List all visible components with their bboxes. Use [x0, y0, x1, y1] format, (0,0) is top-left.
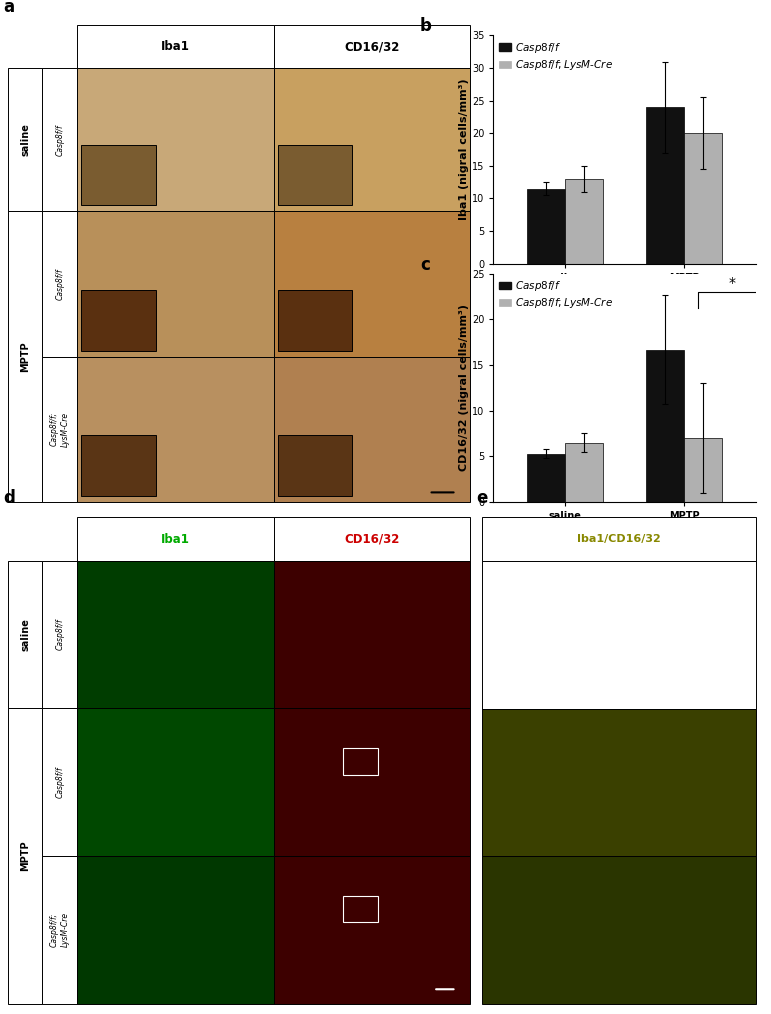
Text: CD16/32: CD16/32 — [345, 532, 399, 546]
Bar — [42, 709, 77, 856]
Text: Iba1: Iba1 — [161, 41, 190, 54]
Bar — [482, 856, 756, 1004]
Text: saline: saline — [20, 619, 30, 651]
Text: MPTP: MPTP — [20, 342, 30, 372]
Bar — [278, 435, 352, 496]
Bar — [274, 68, 470, 211]
Text: Casp8f/f;
LysM-Cre: Casp8f/f; LysM-Cre — [50, 412, 69, 447]
Bar — [274, 709, 470, 856]
Bar — [342, 748, 378, 775]
Text: Casp8f/f: Casp8f/f — [56, 124, 64, 155]
Bar — [81, 290, 156, 351]
Bar — [8, 68, 42, 211]
Bar — [8, 561, 42, 709]
Text: Iba1: Iba1 — [161, 532, 190, 546]
Bar — [81, 435, 156, 496]
Text: Casp8f/f: Casp8f/f — [56, 767, 64, 798]
Bar — [274, 357, 470, 502]
Text: *: * — [729, 276, 736, 290]
Bar — [77, 709, 274, 856]
Text: a: a — [3, 0, 14, 16]
Text: saline: saline — [20, 124, 30, 156]
Bar — [482, 561, 756, 709]
Bar — [274, 561, 470, 709]
Text: d: d — [3, 490, 15, 507]
Text: Casp8f/f: Casp8f/f — [56, 619, 64, 651]
Bar — [342, 895, 378, 923]
Y-axis label: CD16/32 (nigral cells/mm³): CD16/32 (nigral cells/mm³) — [460, 304, 469, 472]
Bar — [77, 357, 274, 502]
Text: c: c — [420, 256, 430, 274]
Bar — [527, 189, 565, 264]
Bar — [81, 145, 156, 206]
Bar — [274, 25, 470, 68]
Bar — [482, 517, 756, 561]
Bar — [278, 145, 352, 206]
Bar — [42, 68, 77, 211]
Bar — [684, 438, 722, 502]
Bar — [565, 442, 603, 502]
Text: e: e — [476, 490, 488, 507]
Bar — [274, 211, 470, 357]
Bar — [77, 856, 274, 1004]
Text: b: b — [420, 17, 432, 35]
Bar — [8, 211, 42, 502]
Bar — [77, 68, 274, 211]
Text: Casp8f/f;
LysM-Cre: Casp8f/f; LysM-Cre — [50, 913, 69, 947]
Bar — [8, 709, 42, 1004]
Text: MPTP: MPTP — [20, 841, 30, 871]
Bar — [565, 178, 603, 264]
Y-axis label: Iba1 (nigral cells/mm³): Iba1 (nigral cells/mm³) — [460, 79, 469, 220]
Bar — [527, 453, 565, 502]
Bar — [77, 561, 274, 709]
Bar — [42, 856, 77, 1004]
Bar — [77, 25, 274, 68]
Bar — [42, 561, 77, 709]
Bar — [274, 517, 470, 561]
Bar — [274, 856, 470, 1004]
Text: Iba1/CD16/32: Iba1/CD16/32 — [577, 534, 661, 545]
Bar — [278, 290, 352, 351]
Text: Casp8f/f: Casp8f/f — [56, 268, 64, 300]
Bar — [42, 357, 77, 502]
Legend: $\it{Casp8f/f}$, $\it{Casp8f/f; LysM}$-$\it{Cre}$: $\it{Casp8f/f}$, $\it{Casp8f/f; LysM}$-$… — [499, 41, 613, 72]
Bar — [646, 350, 684, 502]
Text: CD16/32: CD16/32 — [345, 41, 399, 54]
Bar — [646, 107, 684, 264]
Bar — [77, 211, 274, 357]
Bar — [77, 517, 274, 561]
Bar — [684, 133, 722, 264]
Bar — [42, 211, 77, 357]
Bar — [482, 709, 756, 856]
Legend: $\it{Casp8f/f}$, $\it{Casp8f/f; LysM}$-$\it{Cre}$: $\it{Casp8f/f}$, $\it{Casp8f/f; LysM}$-$… — [499, 279, 613, 310]
